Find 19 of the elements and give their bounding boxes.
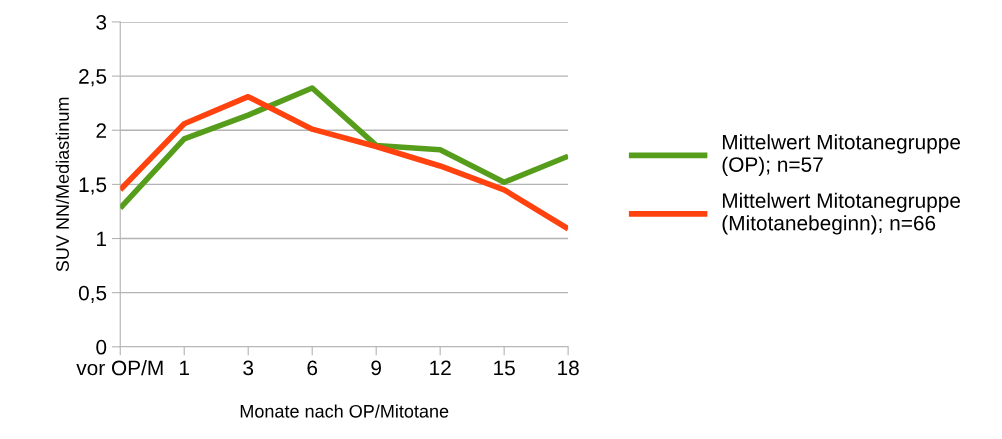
x-tick-label: 18 — [558, 360, 579, 376]
y-tick-label: 3 — [96, 14, 107, 30]
legend-label: Mittelwert Mitotanegruppe (Mitotanebeginn); n=66 — [722, 192, 961, 235]
x-tick-label: 15 — [494, 360, 515, 376]
x-axis-title: Monate nach OP/Mitotane — [240, 404, 449, 418]
y-tick-label: 0 — [96, 339, 107, 355]
y-tick-label: 1,5 — [79, 177, 107, 195]
x-tick-label: 1 — [180, 360, 189, 376]
y-tick-label: 2 — [96, 123, 106, 138]
y-tick-label: 1 — [97, 231, 107, 247]
y-axis-title: SUV NN/Mediastinum — [55, 97, 69, 272]
x-tick-label: 12 — [430, 360, 451, 376]
y-tick-label: 0,5 — [78, 285, 107, 303]
y-tick-label: 2,5 — [79, 69, 107, 87]
x-tick-label: 9 — [371, 360, 381, 376]
x-tick-label: 3 — [243, 360, 254, 376]
x-tick-label: vor OP/M — [76, 360, 163, 376]
legend-label: Mittelwert Mitotanegruppe (OP); n=57 — [722, 134, 961, 177]
x-tick-label: 6 — [307, 360, 318, 376]
